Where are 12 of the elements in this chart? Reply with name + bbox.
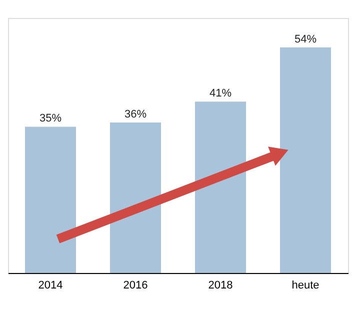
x-tick-label: 2014: [38, 280, 63, 292]
bar: [110, 122, 161, 273]
data-label: 41%: [209, 88, 232, 100]
x-tick-label: 2016: [123, 280, 148, 292]
x-tick-label: heute: [292, 280, 320, 292]
bar: [280, 47, 331, 273]
x-tick-label: 2018: [208, 280, 233, 292]
bar: [25, 126, 76, 273]
data-label: 35%: [39, 112, 62, 125]
data-label: 36%: [124, 108, 147, 121]
bar: [195, 102, 246, 273]
data-label: 54%: [294, 33, 317, 46]
